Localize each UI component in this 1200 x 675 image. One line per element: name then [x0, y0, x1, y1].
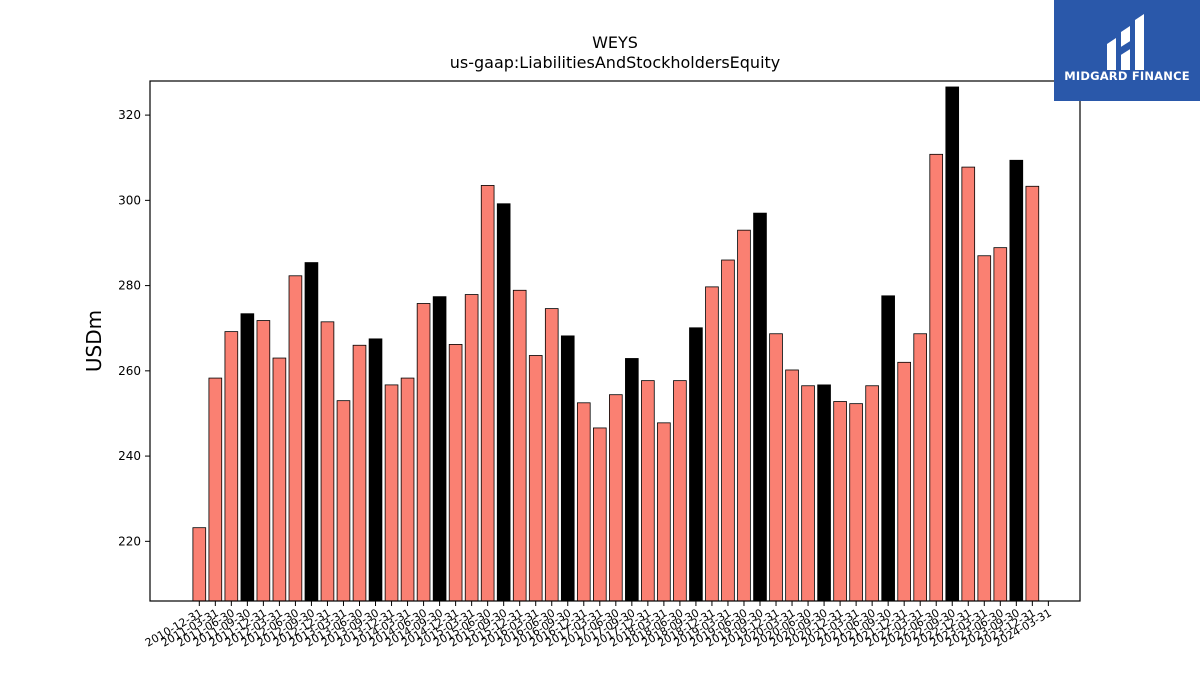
bar-2020-12-31	[833, 401, 847, 602]
bar-2018-06-30	[673, 380, 687, 602]
bar-2015-12-31	[512, 289, 527, 602]
y-tick-label: 240	[118, 449, 141, 463]
bar-2011-12-31	[256, 320, 271, 602]
bar-2013-03-31	[336, 400, 351, 602]
y-axis: 220 240 260 280 300 320	[118, 108, 150, 548]
bars-group	[192, 86, 1040, 602]
bar-2014-12-31	[448, 344, 463, 602]
bar-2021-06-30	[865, 385, 879, 602]
y-tick-label: 280	[118, 279, 141, 293]
bar-2022-09-30	[945, 86, 960, 602]
bar-2011-06-30	[224, 331, 239, 602]
y-tick-label: 300	[118, 193, 141, 207]
bar-2023-12-31	[1025, 185, 1040, 602]
bar-2021-03-31	[849, 403, 863, 602]
y-axis-label: USDm	[82, 310, 106, 372]
bar-2022-12-31	[961, 166, 976, 602]
bar-2013-09-30	[368, 338, 383, 602]
bar-2017-09-30	[625, 358, 639, 602]
bar-2019-09-30	[753, 212, 767, 602]
chart-title: WEYS	[592, 33, 638, 52]
bar-2021-09-30	[881, 295, 895, 602]
y-tick-label: 220	[118, 534, 141, 548]
chart-subtitle: us-gaap:LiabilitiesAndStockholdersEquity	[450, 53, 781, 72]
brand-logo: MIDGARD FINANCE	[1054, 0, 1200, 101]
bar-2018-12-31	[705, 286, 719, 602]
bar-2014-09-30	[432, 296, 447, 602]
bar-2016-06-30	[544, 308, 559, 602]
bar-2016-03-31	[528, 355, 543, 602]
y-tick-label: 260	[118, 364, 141, 378]
bar-2020-06-30	[801, 385, 815, 602]
bar-2013-12-31	[384, 384, 399, 602]
bar-2023-09-30	[1009, 159, 1024, 602]
bar-2016-09-30	[560, 335, 575, 602]
bar-2017-03-31	[593, 427, 607, 602]
bar-2011-09-30	[240, 313, 255, 602]
bar-2022-06-30	[929, 153, 944, 602]
bar-2013-06-30	[352, 344, 367, 602]
x-axis: 2010-12-312011-03-312011-06-302011-09-30…	[143, 601, 1054, 650]
bar-2016-12-31	[576, 402, 591, 602]
bar-2012-03-31	[272, 357, 287, 602]
bar-2011-03-31	[208, 377, 223, 602]
bar-2015-09-30	[496, 203, 511, 602]
bar-2021-12-31	[897, 361, 911, 602]
bar-2010-12-31	[192, 527, 207, 602]
logo-mark-icon	[1107, 14, 1144, 70]
bar-2018-03-31	[657, 422, 671, 602]
bar-2019-06-30	[737, 229, 751, 602]
bar-2019-03-31	[721, 259, 735, 602]
bar-2020-03-31	[785, 369, 799, 602]
bar-2023-06-30	[993, 247, 1008, 602]
bar-2022-03-31	[913, 333, 927, 602]
bar-2017-06-30	[609, 394, 623, 602]
bar-2015-06-30	[480, 185, 495, 602]
plot-frame	[149, 80, 1081, 602]
bar-2012-06-30	[288, 275, 303, 602]
logo-text: MIDGARD FINANCE	[1064, 69, 1190, 83]
bar-2015-03-31	[464, 294, 479, 602]
bar-2019-12-31	[769, 333, 783, 602]
bar-2020-09-30	[817, 384, 831, 602]
bar-2023-03-31	[977, 255, 992, 602]
y-tick-label: 320	[118, 108, 141, 122]
bar-2018-09-30	[689, 327, 703, 602]
bar-2012-12-31	[320, 321, 335, 602]
bar-2014-06-30	[416, 303, 431, 602]
bar-2017-12-31	[641, 380, 655, 602]
bar-2014-03-31	[400, 377, 415, 602]
bar-2012-09-30	[304, 262, 319, 602]
